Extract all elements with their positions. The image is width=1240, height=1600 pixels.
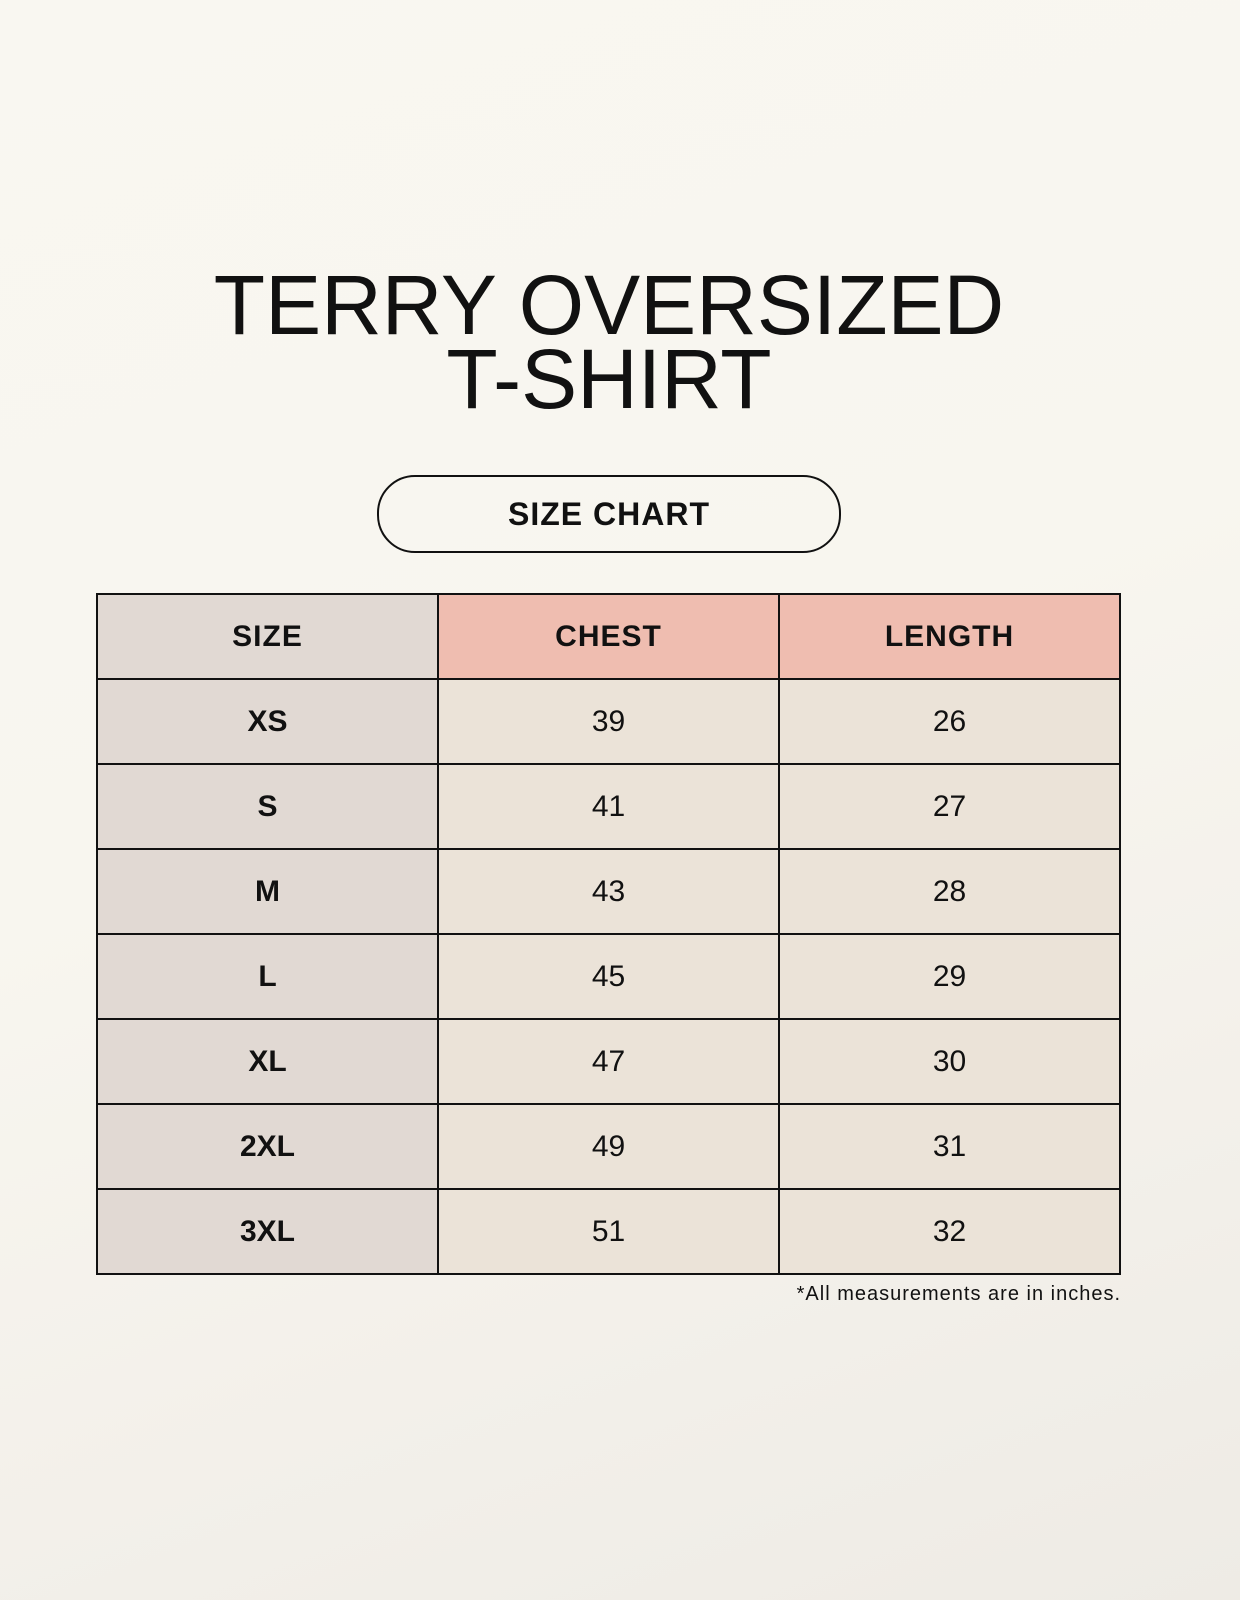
length-cell: 28	[778, 848, 1121, 935]
size-cell: XL	[96, 1018, 439, 1105]
chest-cell: 49	[437, 1103, 780, 1190]
title-line-1: TERRY OVERSIZED	[213, 258, 1005, 352]
chest-cell: 51	[437, 1188, 780, 1275]
size-cell: L	[96, 933, 439, 1020]
table-header-row: SIZE CHEST LENGTH	[96, 593, 1121, 680]
table-row: XS 39 26	[96, 678, 1121, 765]
size-cell: 3XL	[96, 1188, 439, 1275]
chest-cell: 45	[437, 933, 780, 1020]
chest-cell: 39	[437, 678, 780, 765]
length-cell: 30	[778, 1018, 1121, 1105]
size-cell: 2XL	[96, 1103, 439, 1190]
size-chart-badge: SIZE CHART	[377, 475, 841, 553]
chest-cell: 47	[437, 1018, 780, 1105]
size-cell: S	[96, 763, 439, 850]
table-row: 3XL 51 32	[96, 1188, 1121, 1275]
length-cell: 32	[778, 1188, 1121, 1275]
length-cell: 27	[778, 763, 1121, 850]
table-row: M 43 28	[96, 848, 1121, 935]
chest-cell: 41	[437, 763, 780, 850]
table-row: S 41 27	[96, 763, 1121, 850]
length-cell: 29	[778, 933, 1121, 1020]
chest-cell: 43	[437, 848, 780, 935]
size-cell: XS	[96, 678, 439, 765]
title-line-2: T-SHIRT	[446, 332, 772, 426]
header-length: LENGTH	[778, 593, 1121, 680]
header-chest: CHEST	[437, 593, 780, 680]
table-row: XL 47 30	[96, 1018, 1121, 1105]
page-title: TERRY OVERSIZED T-SHIRT	[0, 258, 1218, 426]
table-row: 2XL 49 31	[96, 1103, 1121, 1190]
length-cell: 26	[778, 678, 1121, 765]
table-row: L 45 29	[96, 933, 1121, 1020]
header-size: SIZE	[96, 593, 439, 680]
size-table: SIZE CHEST LENGTH XS 39 26 S 41 27 M 43 28 L 45 29 X…	[96, 593, 1121, 1275]
footnote: *All measurements are in inches.	[796, 1283, 1121, 1305]
size-cell: M	[96, 848, 439, 935]
length-cell: 31	[778, 1103, 1121, 1190]
